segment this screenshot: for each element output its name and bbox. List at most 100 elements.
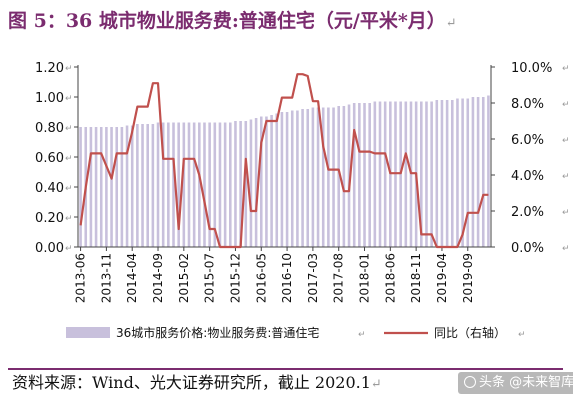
bar-2014-08 <box>151 124 155 247</box>
source-rule <box>8 368 563 370</box>
x-tick-label: 2016-10 <box>280 253 294 303</box>
right-tick-label: 0.0% <box>511 241 544 256</box>
x-tick-label: 2013-06 <box>74 253 88 303</box>
bar-2016-12 <box>296 110 299 247</box>
bar-2018-01 <box>363 103 366 247</box>
bar-2019-05 <box>445 100 449 247</box>
right-tick-label: 4.0% <box>511 169 544 184</box>
bar-2017-05 <box>321 107 325 247</box>
bar-2015-06 <box>203 122 206 247</box>
bar-2014-09 <box>156 122 160 247</box>
left-tick-return-mark: ↵ <box>65 184 73 194</box>
bar-2017-01 <box>301 109 304 247</box>
bar-2015-02 <box>182 122 186 247</box>
bar-2015-04 <box>192 122 196 247</box>
bar-2013-11 <box>105 127 108 247</box>
watermark-text: 头条 @未来智库 <box>479 375 573 390</box>
bar-2016-08 <box>275 113 279 247</box>
bar-2019-04 <box>440 100 444 247</box>
bar-2015-03 <box>187 122 191 247</box>
bar-2017-06 <box>327 107 330 247</box>
bar-2017-10 <box>347 104 351 247</box>
left-tick-label: 0.00 <box>35 241 64 256</box>
bar-2016-07 <box>270 115 273 247</box>
chart: 0.00 ↵0.20 ↵0.40 ↵0.60 ↵0.80 ↵1.00 ↵1.20 ↵0.0% ↵… <box>35 61 570 340</box>
left-tick-return-mark: ↵ <box>65 94 73 104</box>
bar-2018-12 <box>420 101 423 247</box>
left-tick-return-mark: ↵ <box>65 154 73 164</box>
bar-2019-01 <box>425 101 428 247</box>
bar-2016-03 <box>249 119 253 247</box>
source-return-mark: ↵ <box>370 377 382 392</box>
x-tick-label: 2016-05 <box>254 253 268 303</box>
bar-2016-02 <box>244 121 248 247</box>
bar-2014-12 <box>172 122 175 247</box>
bar-2016-11 <box>290 110 294 247</box>
bar-2015-01 <box>177 122 180 247</box>
right-tick-label: 6.0% <box>511 133 544 148</box>
source-text: 资料来源：Wind、光大证券研究所，截止 2020.1 <box>12 373 371 392</box>
bar-2013-08 <box>89 127 93 247</box>
bar-2018-09 <box>404 101 408 247</box>
bar-2019-03 <box>435 100 439 247</box>
watermark-icon <box>464 376 476 388</box>
bar-2019-10 <box>471 97 475 247</box>
bar-2014-11 <box>167 122 170 247</box>
left-tick-return-mark: ↵ <box>65 124 73 134</box>
right-tick-label: 8.0% <box>511 97 544 112</box>
bar-2018-04 <box>378 101 382 247</box>
bar-2019-11 <box>476 97 480 247</box>
bar-2015-12 <box>234 121 237 247</box>
return-mark: ↵ <box>445 16 457 31</box>
bar-2019-12 <box>481 97 485 247</box>
bar-2016-05 <box>259 116 263 247</box>
bar-2014-05 <box>136 124 139 247</box>
bar-2016-10 <box>285 112 289 247</box>
bar-2017-08 <box>337 106 340 247</box>
bar-2018-03 <box>373 101 377 247</box>
bar-2017-11 <box>352 103 356 247</box>
legend-label-line: 同比（右轴） <box>434 325 506 340</box>
bar-2015-10 <box>223 122 227 247</box>
bar-2013-09 <box>94 127 98 247</box>
bar-2016-09 <box>280 112 284 247</box>
x-tick-label: 2014-09 <box>151 253 165 303</box>
right-tick-return-mark: ↵ <box>562 136 570 146</box>
legend-label-bar: 36城市服务价格:物业服务费:普通住宅 <box>116 325 319 340</box>
bar-2016-01 <box>239 121 242 247</box>
left-tick-label: 0.20 <box>35 211 64 226</box>
bar-2014-03 <box>125 125 129 247</box>
x-tick-label: 2017-08 <box>332 253 346 303</box>
figure-title-text: 图 5：36 城市物业服务费:普通住宅（元/平米*月） <box>8 10 446 32</box>
x-tick-label: 2018-06 <box>383 253 397 303</box>
bar-2014-06 <box>141 124 144 247</box>
x-tick-label: 2013-11 <box>99 253 113 303</box>
bar-2017-09 <box>342 106 346 247</box>
bar-2017-07 <box>332 107 335 247</box>
figure-title: 图 5：36 城市物业服务费:普通住宅（元/平米*月）↵ <box>8 6 568 36</box>
bar-2013-12 <box>110 127 113 247</box>
x-tick-label: 2015-12 <box>228 253 242 303</box>
right-tick-return-mark: ↵ <box>562 100 570 110</box>
bar-2019-07 <box>456 98 459 247</box>
left-tick-label: 1.00 <box>35 91 64 106</box>
right-tick-label: 10.0% <box>511 61 552 76</box>
right-tick-return-mark: ↵ <box>562 172 570 182</box>
legend-return-mark: ↵ <box>518 330 526 340</box>
left-tick-return-mark: ↵ <box>65 64 73 74</box>
right-tick-return-mark: ↵ <box>562 244 570 254</box>
bar-2017-04 <box>316 107 320 247</box>
bar-2020-01 <box>487 95 490 247</box>
left-tick-return-mark: ↵ <box>65 244 73 254</box>
bar-2014-07 <box>146 124 149 247</box>
left-tick-label: 1.20 <box>35 61 64 76</box>
bar-2015-09 <box>218 122 222 247</box>
legend-swatch-bar <box>66 327 110 338</box>
bar-2014-02 <box>120 127 124 247</box>
bar-2014-01 <box>115 127 119 247</box>
bar-2014-10 <box>161 122 165 247</box>
x-tick-label: 2018-11 <box>409 253 423 303</box>
bar-2019-09 <box>466 98 470 247</box>
bar-2015-11 <box>229 122 232 247</box>
bar-2016-04 <box>254 118 258 247</box>
